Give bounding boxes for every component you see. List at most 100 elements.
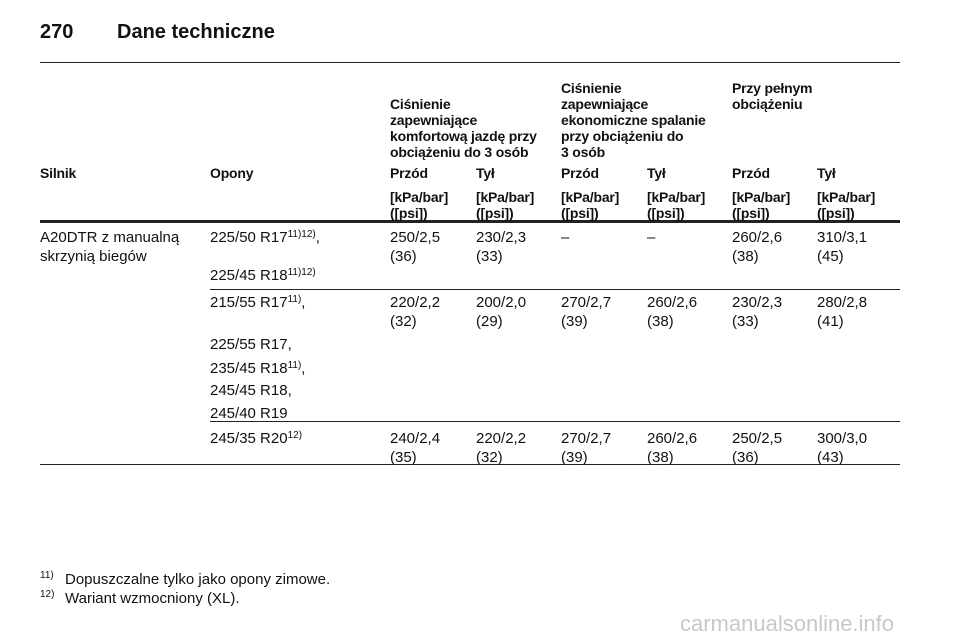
footnote-ref: 11)12) <box>287 267 316 278</box>
column-header: Tył <box>817 165 836 181</box>
column-header: Opony <box>210 165 254 181</box>
engine: skrzynią biegów <box>40 248 147 265</box>
pressure-value: (38) <box>647 313 674 330</box>
tyre-size: 215/55 R1711), <box>210 293 305 312</box>
pressure-value: – <box>647 229 656 246</box>
footnote-ref: 11) <box>287 294 302 305</box>
column-header: Silnik <box>40 165 77 181</box>
pressure-value: 220/2,2 <box>390 294 441 311</box>
row-rule <box>210 289 900 290</box>
unit: ([psi]) <box>647 205 685 221</box>
group-header: ekonomiczne spalanie <box>561 112 706 128</box>
punctuation: , <box>301 294 306 311</box>
pressure-value: (29) <box>476 313 503 330</box>
pressure-value: 280/2,8 <box>817 294 868 311</box>
pressure-value: 230/2,3 <box>476 229 527 246</box>
punctuation: , <box>315 229 320 246</box>
tyre-size: 245/40 R19 <box>210 404 288 423</box>
footnote-ref: 11)12) <box>287 229 316 240</box>
group-header: obciążeniu <box>732 96 803 112</box>
group-header: przy obciążeniu do <box>561 128 684 144</box>
page-title: Dane techniczne <box>117 21 275 43</box>
column-header: Przód <box>732 165 770 181</box>
group-header: zapewniające <box>561 96 649 112</box>
tyre-text: 245/45 R18, <box>210 382 292 399</box>
tyre-size: 225/50 R1711)12), <box>210 228 320 247</box>
pressure-value: 250/2,5 <box>732 430 783 447</box>
tyre-text: 245/40 R19 <box>210 405 288 422</box>
pressure-value: 260/2,6 <box>647 430 698 447</box>
footnote-ref: 12) <box>287 430 303 441</box>
pressure-value: (36) <box>732 449 759 466</box>
pressure-value: 270/2,7 <box>561 430 612 447</box>
unit: ([psi]) <box>561 205 599 221</box>
pressure-value: 260/2,6 <box>732 229 783 246</box>
column-header: Przód <box>390 165 428 181</box>
table-head-rule <box>40 220 900 223</box>
pressure-value: (45) <box>817 248 844 265</box>
tyre-text: 225/45 R18 <box>210 267 288 284</box>
tyre-size: 245/35 R2012) <box>210 429 302 448</box>
footnote-mark: 11) <box>40 570 54 581</box>
pressure-value: (38) <box>647 449 674 466</box>
tyre-text: 215/55 R17 <box>210 294 288 311</box>
unit: [kPa/bar] <box>390 189 449 205</box>
pressure-value: (39) <box>561 313 588 330</box>
page-number: 270 <box>40 21 74 43</box>
tyre-text: 235/45 R18 <box>210 360 288 377</box>
group-header: obciążeniu do 3 osób <box>390 144 529 160</box>
group-header: 3 osób <box>561 144 605 160</box>
pressure-value: 230/2,3 <box>732 294 783 311</box>
pressure-value: (32) <box>390 313 417 330</box>
footnote-text: Wariant wzmocniony (XL). <box>65 590 240 607</box>
pressure-value: (36) <box>390 248 417 265</box>
group-header: komfortową jazdę przy <box>390 128 537 144</box>
unit: [kPa/bar] <box>647 189 706 205</box>
unit: ([psi]) <box>817 205 855 221</box>
tyre-size: 235/45 R1811), <box>210 359 305 378</box>
unit: ([psi]) <box>732 205 770 221</box>
unit: [kPa/bar] <box>732 189 791 205</box>
unit: [kPa/bar] <box>561 189 620 205</box>
pressure-value: (35) <box>390 449 417 466</box>
header-rule <box>40 62 900 63</box>
footnote-mark: 12) <box>40 589 55 600</box>
unit: ([psi]) <box>476 205 514 221</box>
table-end-rule <box>40 464 900 465</box>
group-header: Ciśnienie <box>561 80 622 96</box>
column-header: Tył <box>647 165 666 181</box>
tyre-text: 225/55 R17, <box>210 336 292 353</box>
tyre-size: 225/45 R1811)12) <box>210 266 316 285</box>
pressure-value: (33) <box>732 313 759 330</box>
group-header: Ciśnienie <box>390 96 451 112</box>
unit: [kPa/bar] <box>476 189 535 205</box>
tyre-text: 245/35 R20 <box>210 430 288 447</box>
pressure-value: 240/2,4 <box>390 430 441 447</box>
unit: ([psi]) <box>390 205 428 221</box>
column-header: Przód <box>561 165 599 181</box>
footnote-text: Dopuszczalne tylko jako opony zimowe. <box>65 571 331 588</box>
pressure-value: (43) <box>817 449 844 466</box>
unit: [kPa/bar] <box>817 189 876 205</box>
pressure-value: (38) <box>732 248 759 265</box>
group-header: zapewniające <box>390 112 478 128</box>
watermark: carmanualsonline.info <box>680 611 895 636</box>
pressure-value: 220/2,2 <box>476 430 527 447</box>
pressure-value: (39) <box>561 449 588 466</box>
group-header: Przy pełnym <box>732 80 813 96</box>
column-header: Tył <box>476 165 495 181</box>
pressure-value: (32) <box>476 449 503 466</box>
footnote-ref: 11) <box>287 360 302 371</box>
pressure-value: 270/2,7 <box>561 294 612 311</box>
punctuation: , <box>301 360 306 377</box>
pressure-value: 260/2,6 <box>647 294 698 311</box>
row-rule <box>210 421 900 422</box>
engine: A20DTR z manualną <box>40 229 180 246</box>
pressure-value: (33) <box>476 248 503 265</box>
tyre-size: 225/55 R17, <box>210 335 292 354</box>
pressure-value: 310/3,1 <box>817 229 868 246</box>
pressure-value: (41) <box>817 313 844 330</box>
pressure-value: 300/3,0 <box>817 430 868 447</box>
pressure-value: 200/2,0 <box>476 294 527 311</box>
